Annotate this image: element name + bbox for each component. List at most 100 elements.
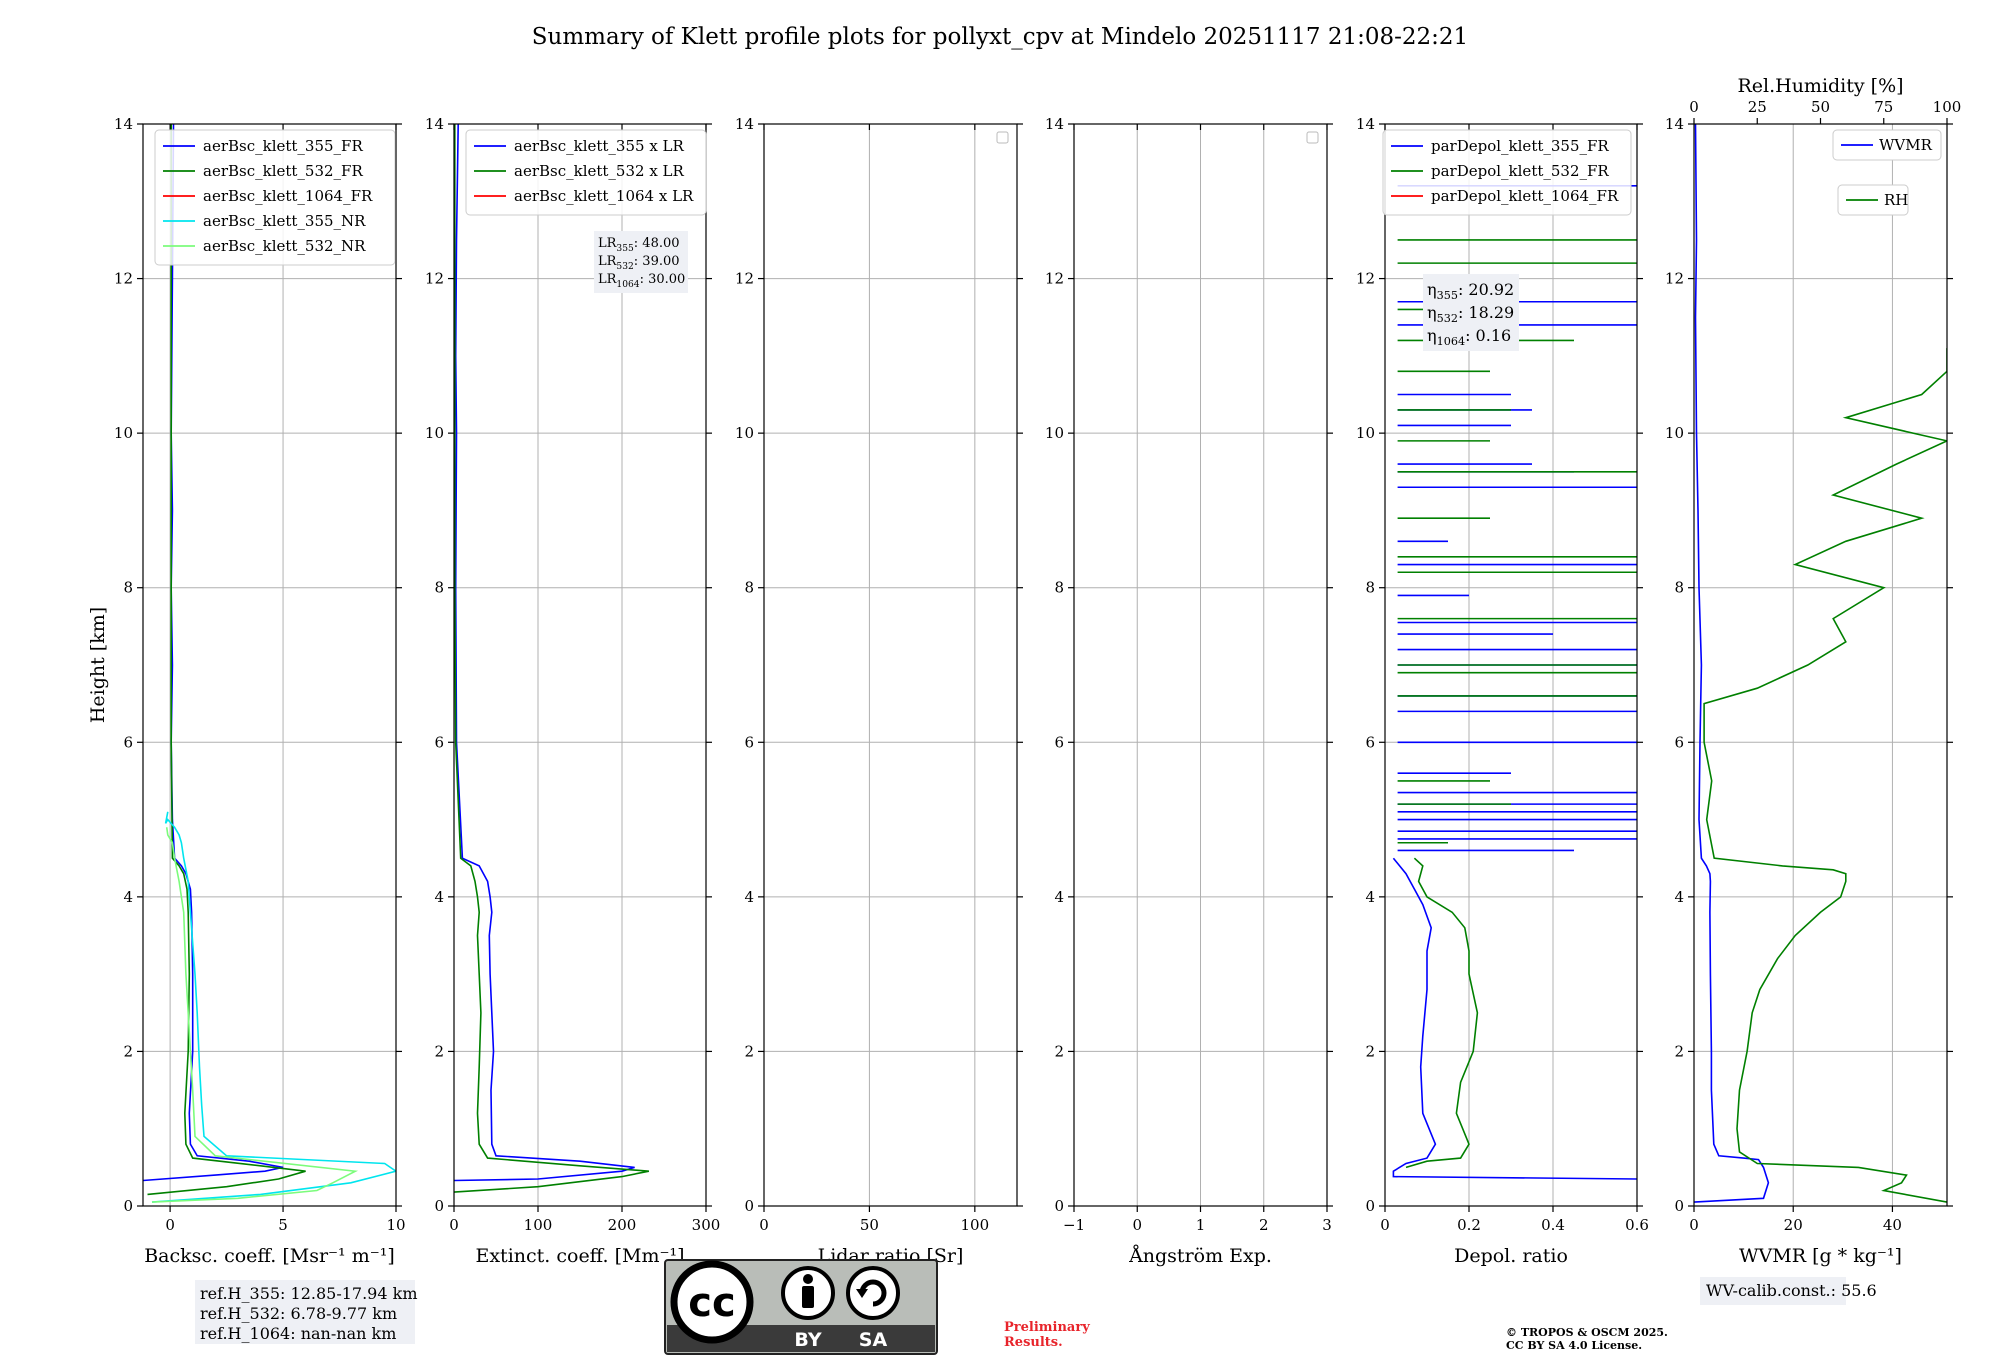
annotation-symbol: η [1427, 280, 1437, 299]
x-tick-label: 100 [961, 1216, 990, 1234]
legend-box-backscatter [154, 129, 396, 266]
series-group-wvmr [1694, 124, 1947, 1203]
annotation-box-extinction [594, 231, 688, 293]
y-tick-label: 12 [1356, 270, 1375, 288]
y-tick-label: 14 [1356, 115, 1375, 133]
y-tick-label: 6 [123, 733, 133, 751]
annotation-value: : 0.16 [1465, 326, 1511, 345]
annotation-symbol: LR [598, 254, 618, 269]
y-tick-label: 4 [123, 888, 133, 906]
y-tick-label: 8 [123, 579, 133, 597]
annotation-subscript: 1064 [1437, 335, 1465, 348]
annotation-symbol: η [1427, 326, 1437, 345]
series-line-aerBsc_klett_532_NR [151, 827, 359, 1203]
annotation-subscript: 355 [1437, 289, 1458, 302]
y-tick-label: 0 [1054, 1197, 1064, 1215]
y-tick-label: 14 [1665, 115, 1684, 133]
x-axis-label-extinction: Extinct. coeff. [Mm⁻¹] [475, 1245, 684, 1267]
y-tick-label: 10 [1045, 424, 1064, 442]
series-line-parDepol_klett_355_FR [1392, 857, 1637, 1180]
sa-share-alike-icon [846, 1266, 900, 1320]
wv-calib-text: WV-calib.const.: 55.6 [1706, 1281, 1877, 1300]
legend-label-RH: RH [1884, 191, 1908, 209]
annotation-line-depol: η355: 20.92 [1427, 280, 1514, 302]
annotation-line-extinction: LR1064: 30.00 [598, 272, 685, 290]
y-tick-label: 8 [434, 579, 444, 597]
legend-label-aerBsc_klett_1064_FR: aerBsc_klett_1064_FR [203, 187, 373, 205]
x2-tick-label: 75 [1874, 98, 1893, 116]
y-tick-label: 6 [1054, 733, 1064, 751]
x-tick-label: 20 [1784, 1216, 1803, 1234]
annotation-subscript: 532 [616, 262, 633, 272]
x-tick-label: 5 [278, 1216, 288, 1234]
y-tick-label: 6 [1674, 733, 1684, 751]
x-tick-label: 0.4 [1541, 1216, 1565, 1234]
series-line-WVMR [1694, 124, 1770, 1203]
series-line-aerBsc_klett_355_FR [143, 124, 284, 1182]
series-line-aerBsc_klett_355_NR [151, 811, 396, 1203]
x-axis-label-depol: Depol. ratio [1454, 1245, 1568, 1267]
y-tick-label: 10 [1665, 424, 1684, 442]
annotation-subscript: 1064 [616, 280, 639, 290]
y-tick-label: 8 [1054, 579, 1064, 597]
y-tick-label: 8 [1365, 579, 1375, 597]
y-axis-label: Height [km] [87, 607, 109, 723]
y-tick-label: 12 [735, 270, 754, 288]
copyright-line-1: © TROPOS & OSCM 2025. [1506, 1326, 1668, 1339]
series-line-parDepol_klett_532_FR [1405, 857, 1479, 1169]
panel-backscatter: 0 2 4 6 8 10 12 14 0 5 10 Backsc. coeff. [Msr⁻¹ m⁻¹… [87, 115, 406, 1267]
y-tick-label: 2 [1054, 1042, 1064, 1060]
y-tick-label: 4 [1054, 888, 1064, 906]
x-axis-label-wvmr: WVMR [g * kg⁻¹] [1739, 1245, 1902, 1267]
y-tick-label: 6 [1365, 733, 1375, 751]
y-tick-label: 0 [1365, 1197, 1375, 1215]
ref-height-box: ref.H_355: 12.85-17.94 km ref.H_532: 6.7… [195, 1280, 418, 1344]
y-tick-label: 0 [744, 1197, 754, 1215]
legend-label-aerBsc_klett_532 x LR: aerBsc_klett_532 x LR [514, 162, 685, 180]
y-tick-label: 12 [1045, 270, 1064, 288]
x-tick-label: 300 [692, 1216, 721, 1234]
annotation-value: : 48.00 [634, 236, 680, 251]
y-tick-label: 14 [425, 115, 444, 133]
legend-label-aerBsc_klett_355 x LR: aerBsc_klett_355 x LR [514, 137, 685, 155]
series-line-RH [1703, 348, 1947, 1203]
x-tick-label: 0.6 [1625, 1216, 1649, 1234]
legend-box-extinction [465, 129, 707, 216]
annotation-value: : 20.92 [1458, 280, 1514, 299]
legend-label-aerBsc_klett_532_FR: aerBsc_klett_532_FR [203, 162, 363, 180]
y-tick-label: 14 [114, 115, 133, 133]
y-tick-label: 0 [434, 1197, 444, 1215]
series-line-aerBsc_klett_355 x LR [454, 124, 635, 1182]
x-tick-label: 0 [759, 1216, 769, 1234]
axes-frame-depol [1384, 123, 1638, 1207]
by-person-icon [781, 1266, 835, 1320]
x2-tick-label: 100 [1933, 98, 1962, 116]
y-tick-label: 6 [434, 733, 444, 751]
x-axis-label-backscatter: Backsc. coeff. [Msr⁻¹ m⁻¹] [144, 1245, 395, 1267]
y-tick-label: 2 [434, 1042, 444, 1060]
annotation-subscript: 532 [1437, 312, 1458, 325]
legend-label-WVMR: WVMR [1879, 136, 1933, 154]
y-tick-label: 4 [744, 888, 754, 906]
annotation-line-extinction: LR532: 39.00 [598, 254, 680, 272]
x-tick-label: 100 [524, 1216, 553, 1234]
y-tick-label: 14 [1045, 115, 1064, 133]
annotation-symbol: η [1427, 303, 1437, 322]
axes-frame-wvmr [1693, 123, 1948, 1207]
figure-title: Summary of Klett profile plots for polly… [532, 24, 1468, 50]
y-tick-label: 4 [1674, 888, 1684, 906]
y-tick-label: 10 [1356, 424, 1375, 442]
y-tick-label: 8 [1674, 579, 1684, 597]
cc-by-sa-badge: cc BY SA [664, 1259, 938, 1355]
legend-label-aerBsc_klett_1064 x LR: aerBsc_klett_1064 x LR [514, 187, 694, 205]
axes-frame-backscatter [142, 123, 397, 1207]
panel-extinction: 0 2 4 6 8 10 12 14 0 100 200 300 Extinct. coeff. [Mm… [425, 115, 720, 1267]
y-tick-label: 6 [744, 733, 754, 751]
x-axis-label-angstrom: Ångström Exp. [1128, 1245, 1272, 1267]
x-tick-label: 1 [1196, 1216, 1206, 1234]
x-tick-label: 3 [1322, 1216, 1332, 1234]
panel-depol: 0 2 4 6 8 10 12 14 0 0.2 0.4 0.6 Depol. ratio parDepo… [1356, 115, 1649, 1267]
y-tick-label: 12 [1665, 270, 1684, 288]
